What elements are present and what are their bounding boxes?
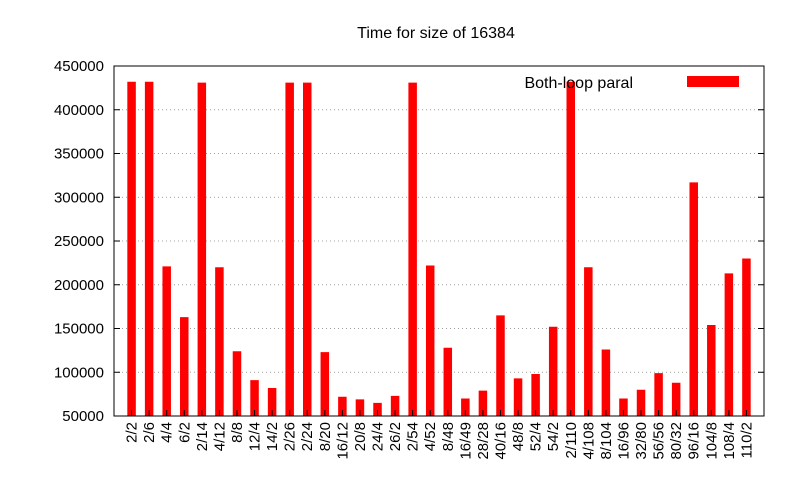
bar (162, 266, 171, 416)
bar (548, 326, 558, 416)
bar (408, 82, 417, 416)
y-tick-label: 300000 (54, 189, 104, 206)
x-tick-label: 2/6 (141, 422, 158, 443)
y-tick-label: 250000 (54, 233, 104, 250)
x-tick-label: 12/4 (247, 422, 264, 451)
x-tick-label: 104/8 (703, 422, 720, 460)
x-tick-label: 32/80 (633, 422, 650, 460)
bar (636, 389, 646, 416)
x-tick-label: 54/2 (545, 422, 562, 451)
bar (250, 380, 259, 416)
x-tick-label: 48/8 (510, 422, 527, 451)
bar (197, 82, 207, 416)
bar (513, 378, 523, 416)
bars (127, 81, 751, 416)
y-tick-label: 50000 (62, 408, 104, 425)
grid-lines (114, 109, 764, 373)
bar (619, 398, 628, 416)
x-tick-label: 2/2 (124, 422, 141, 443)
x-tick-label: 26/2 (387, 422, 404, 451)
y-tick-label: 350000 (54, 146, 104, 163)
x-tick-label: 6/2 (176, 422, 193, 443)
bar (724, 273, 734, 416)
bar (654, 373, 663, 416)
bar (373, 402, 382, 416)
x-tick-label: 2/54 (405, 422, 422, 451)
x-tick-label: 14/2 (264, 422, 281, 451)
bar (531, 374, 540, 416)
x-tick-label: 20/8 (352, 422, 369, 451)
x-tick-label: 4/52 (422, 422, 439, 451)
y-tick-label: 450000 (54, 58, 104, 75)
x-axis: 2/2 2/6 4/4 6/2 2/14 4/12 8/8 12/4 14/2 2/26 2/24 8… (124, 410, 755, 460)
bar (601, 349, 611, 416)
x-tick-label: 16/12 (334, 422, 351, 460)
bar (478, 390, 488, 416)
bar (180, 317, 189, 416)
x-tick-label: 52/4 (528, 422, 545, 451)
bar (707, 325, 716, 416)
x-tick-label: 24/4 (370, 422, 387, 451)
bar (232, 351, 242, 416)
bar (320, 352, 330, 416)
bar (285, 82, 294, 416)
y-tick-label: 150000 (54, 321, 104, 338)
bar (566, 81, 576, 416)
x-tick-label: 4/108 (580, 422, 597, 460)
bar (461, 398, 470, 416)
x-tick-label: 2/110 (563, 422, 580, 458)
x-tick-label: 16/96 (615, 422, 632, 460)
x-tick-label: 40/16 (492, 422, 509, 460)
bar (671, 382, 681, 416)
bar (584, 267, 593, 416)
x-tick-label: 4/12 (211, 422, 228, 451)
bar (338, 396, 347, 416)
y-tick-label: 100000 (54, 364, 104, 381)
bar (127, 81, 136, 416)
x-tick-label: 28/28 (475, 422, 492, 460)
bar (355, 399, 365, 416)
x-tick-label: 56/56 (651, 422, 668, 460)
x-tick-label: 8/48 (440, 422, 457, 451)
legend: Both-loop paral (524, 75, 739, 92)
x-tick-label: 2/24 (299, 422, 316, 451)
bar (390, 395, 400, 416)
chart-title: Time for size of 16384 (357, 25, 515, 42)
x-tick-label: 2/14 (194, 422, 211, 451)
x-tick-label: 16/49 (457, 422, 474, 460)
bar (425, 265, 435, 416)
x-tick-label: 8/8 (229, 422, 246, 443)
bar (302, 82, 312, 416)
legend-swatch (687, 76, 739, 87)
bar (443, 347, 453, 416)
x-tick-label: 2/26 (282, 422, 299, 451)
bar (742, 258, 751, 416)
x-tick-label: 8/20 (317, 422, 334, 451)
bar (267, 388, 277, 416)
y-tick-label: 200000 (54, 277, 104, 294)
x-tick-label: 80/32 (668, 422, 685, 460)
x-tick-label: 4/4 (159, 422, 176, 443)
x-tick-label: 110/2 (738, 422, 755, 458)
legend-label: Both-loop paral (524, 75, 633, 92)
bar (689, 182, 698, 416)
x-tick-label: 8/104 (598, 422, 615, 460)
x-tick-label: 96/16 (686, 422, 703, 460)
bar (215, 267, 224, 416)
x-tick-label: 108/4 (721, 422, 738, 460)
bar (496, 315, 505, 416)
y-tick-label: 400000 (54, 102, 104, 119)
y-axis: 50000 100000 150000 200000 250000 300000 35000… (54, 58, 764, 425)
bar (144, 81, 154, 416)
